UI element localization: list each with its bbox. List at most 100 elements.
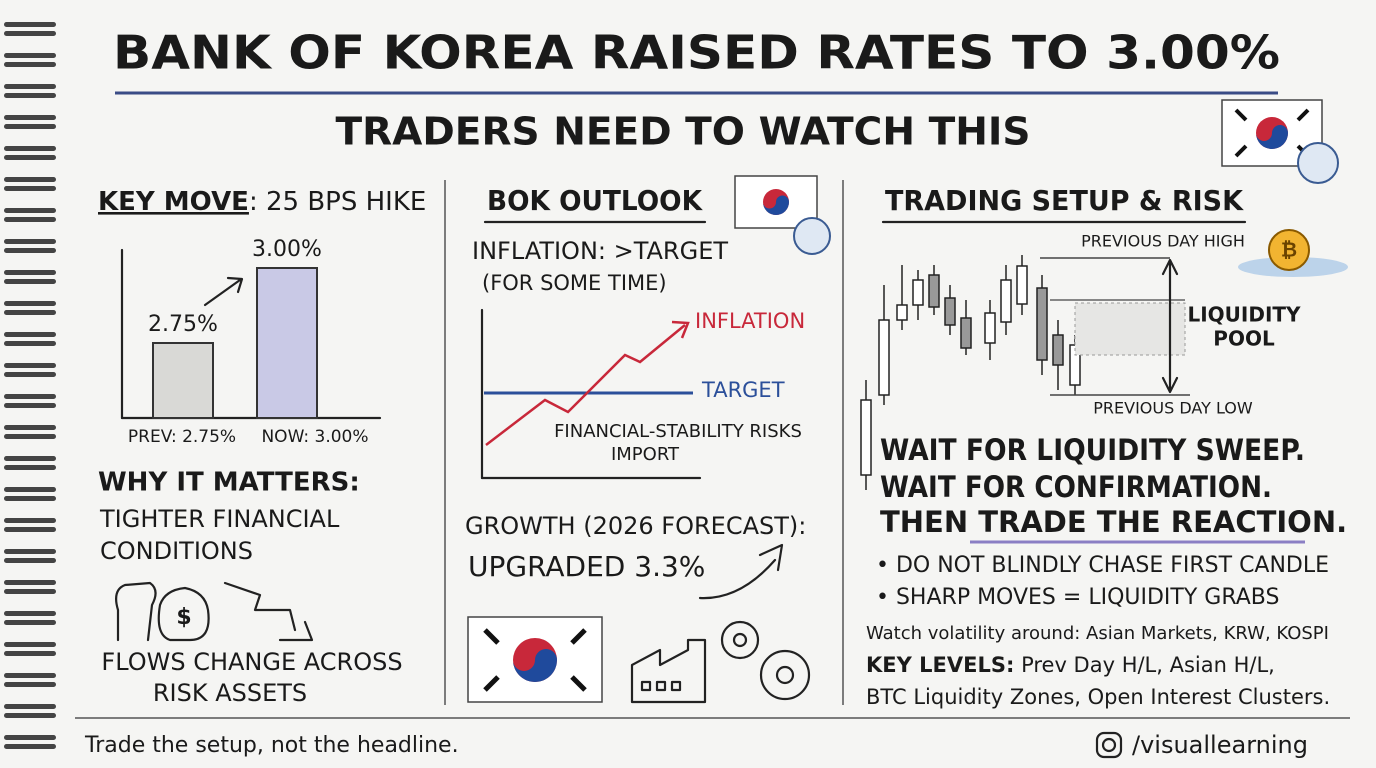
ring xyxy=(4,332,56,337)
body-text: TIGHTER FINANCIAL xyxy=(99,505,340,533)
liquidity-zone xyxy=(1074,302,1186,356)
x-tick-label: NOW: 3.00% xyxy=(261,427,368,447)
ring xyxy=(4,62,56,67)
ring xyxy=(4,270,56,275)
korea-flag xyxy=(734,175,831,255)
chart-label: INFLATION xyxy=(695,309,805,333)
ring xyxy=(4,31,56,36)
instagram-icon xyxy=(1095,731,1123,759)
ring xyxy=(4,186,56,191)
step: WAIT FOR CONFIRMATION. xyxy=(880,470,1272,504)
body-text: GROWTH (2026 FORECAST): xyxy=(465,512,806,540)
ring xyxy=(4,611,56,616)
body-text: UPGRADED 3.3% xyxy=(468,550,705,583)
ring xyxy=(4,496,56,501)
section-heading: WHY IT MATTERS: xyxy=(98,468,360,498)
ring xyxy=(4,363,56,368)
section-heading: BOK OUTLOOK xyxy=(487,184,703,217)
factory-icon xyxy=(630,620,811,704)
body-text: (FOR SOME TIME) xyxy=(482,271,667,295)
bar xyxy=(256,267,318,419)
ring xyxy=(4,620,56,625)
chart-label: IMPORT xyxy=(611,444,680,465)
body-text: KEY LEVELS: Prev Day H/L, Asian H/L, xyxy=(866,653,1275,677)
ring xyxy=(4,518,56,523)
ring xyxy=(4,527,56,532)
ring xyxy=(4,22,56,27)
ring xyxy=(4,84,56,89)
ring xyxy=(4,301,56,306)
level-label: PREVIOUS DAY LOW xyxy=(1093,399,1253,418)
ring xyxy=(4,239,56,244)
ring xyxy=(4,124,56,129)
ring xyxy=(4,425,56,430)
ring xyxy=(4,217,56,222)
level-label: PREVIOUS DAY HIGH xyxy=(1081,232,1245,251)
ring xyxy=(4,177,56,182)
ring xyxy=(4,372,56,377)
value-label: 3.00% xyxy=(252,237,322,262)
ring xyxy=(4,465,56,470)
body-text: FLOWS CHANGE ACROSS xyxy=(101,648,402,676)
x-tick-label: PREV: 2.75% xyxy=(128,427,236,447)
ring xyxy=(4,651,56,656)
ring xyxy=(4,115,56,120)
arrow xyxy=(698,543,784,600)
step: WAIT FOR LIQUIDITY SWEEP. xyxy=(880,433,1305,467)
ring xyxy=(4,93,56,98)
ring xyxy=(4,682,56,687)
step-prefix: THEN xyxy=(880,505,968,539)
bar xyxy=(152,342,214,419)
level-label: LIQUIDITY xyxy=(1187,303,1301,327)
ring xyxy=(4,403,56,408)
instagram-icon xyxy=(1101,737,1117,753)
ring xyxy=(4,53,56,58)
candlesticks xyxy=(860,255,1081,490)
heading-key: KEY MOVE xyxy=(98,187,249,217)
section-heading: TRADING SETUP & RISK xyxy=(885,184,1244,217)
body-text: BTC Liquidity Zones, Open Interest Clust… xyxy=(866,685,1330,709)
svg-text:₿: ₿ xyxy=(1281,238,1297,262)
value-label: 2.75% xyxy=(148,312,218,337)
ring xyxy=(4,580,56,585)
ring xyxy=(4,642,56,647)
chart-label: FINANCIAL-STABILITY RISKS xyxy=(554,421,802,442)
section-heading: KEY MOVE: 25 BPS HIKE xyxy=(98,187,426,217)
ring xyxy=(4,549,56,554)
body-text: Watch volatility around: Asian Markets, … xyxy=(866,623,1329,644)
levels-label: KEY LEVELS: xyxy=(866,653,1014,677)
ring xyxy=(4,713,56,718)
ring xyxy=(4,673,56,678)
body-text: RISK ASSETS xyxy=(153,679,307,707)
levels-text: Prev Day H/L, Asian H/L, xyxy=(1021,653,1275,677)
ring xyxy=(4,208,56,213)
ring xyxy=(4,155,56,160)
ring xyxy=(4,394,56,399)
step-emphasis: TRADE THE REACTION. xyxy=(978,505,1347,539)
svg-text:$: $ xyxy=(176,605,191,630)
ring xyxy=(4,558,56,563)
ring xyxy=(4,146,56,151)
inflation-line xyxy=(485,320,690,446)
chart-label: TARGET xyxy=(701,378,785,402)
ring xyxy=(4,735,56,740)
korea-flag xyxy=(1221,99,1339,184)
ring xyxy=(4,434,56,439)
body-text: INFLATION: >TARGET xyxy=(472,237,728,265)
ring xyxy=(4,341,56,346)
icons: $ xyxy=(115,581,314,642)
tagline: Trade the setup, not the headline. xyxy=(84,733,459,758)
ring xyxy=(4,589,56,594)
ring xyxy=(4,248,56,253)
ring xyxy=(4,279,56,284)
ring xyxy=(4,487,56,492)
arrow xyxy=(203,276,244,307)
bitcoin-icon: ₿ xyxy=(1238,229,1348,277)
ring xyxy=(4,310,56,315)
range-arrow xyxy=(1161,258,1179,394)
step: THEN TRADE THE REACTION. xyxy=(880,505,1347,539)
subtitle: TRADERS NEED TO WATCH THIS xyxy=(336,110,1031,154)
handle: /visuallearning xyxy=(1132,731,1308,759)
spiral-binding xyxy=(4,22,56,749)
